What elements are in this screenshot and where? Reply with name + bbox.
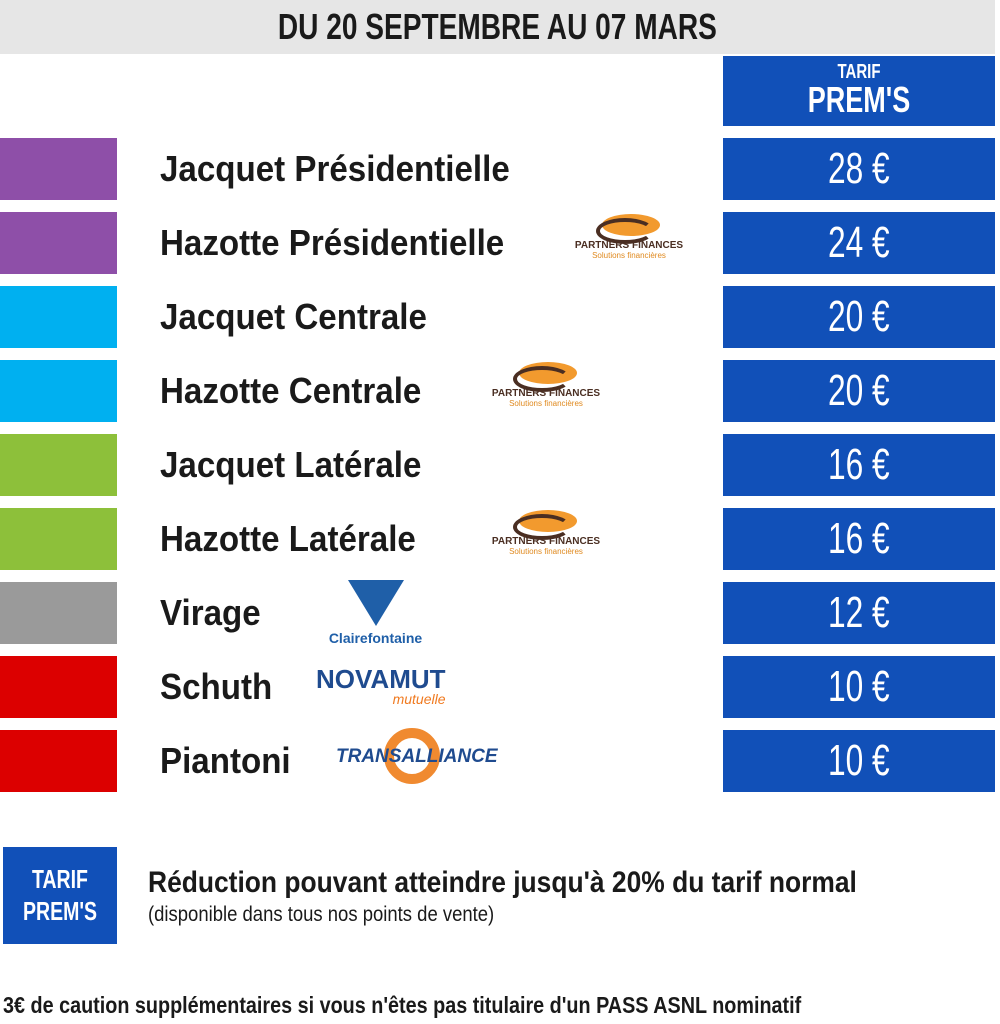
category-color-swatch <box>0 582 117 644</box>
legend-subtext: (disponible dans tous nos points de vent… <box>148 903 495 926</box>
tarif-prems-badge: TARIF PREM'S <box>3 847 117 944</box>
seat-area-name: Jacquet Présidentielle <box>160 148 510 189</box>
table-row: Jacquet Centrale 20 € <box>0 286 1000 348</box>
table-row: Jacquet Présidentielle 28 € <box>0 138 1000 200</box>
table-row: Piantoni TRANSALLIANCE 10 € <box>0 728 1000 792</box>
period-header: DU 20 SEPTEMBRE AU 07 MARS <box>0 0 995 54</box>
price-value: 16 € <box>828 440 890 489</box>
footer-note: 3€ de caution supplémentaires si vous n'… <box>3 992 802 1018</box>
tarif-prems-column-header: TARIF PREM'S <box>723 56 995 126</box>
price-cell: 10 € <box>723 730 995 792</box>
seat-area-name: Hazotte Centrale <box>160 370 422 411</box>
table-row: Jacquet Latérale 16 € <box>0 434 1000 496</box>
novamut-logo: NOVAMUT mutuelle <box>316 664 446 707</box>
category-color-swatch <box>0 138 117 200</box>
price-cell: 28 € <box>723 138 995 200</box>
category-color-swatch <box>0 434 117 496</box>
price-cell: 20 € <box>723 286 995 348</box>
price-cell: 20 € <box>723 360 995 422</box>
category-color-swatch <box>0 286 117 348</box>
price-value: 16 € <box>828 514 890 563</box>
price-value: 20 € <box>828 292 890 341</box>
clairefontaine-logo: Clairefontaine <box>318 580 433 646</box>
partners-finances-logo: PARTNERS FINANCES Solutions financières <box>487 508 605 556</box>
column-header-line1: TARIF <box>837 61 881 83</box>
price-value: 10 € <box>828 662 890 711</box>
price-value: 20 € <box>828 366 890 415</box>
table-row: Schuth NOVAMUT mutuelle 10 € <box>0 656 1000 718</box>
seat-area-name: Virage <box>160 592 261 633</box>
price-cell: 12 € <box>723 582 995 644</box>
badge-line1: TARIF <box>32 864 88 894</box>
price-cell: 16 € <box>723 434 995 496</box>
column-header-line2: PREM'S <box>807 79 911 120</box>
seat-area-name: Hazotte Présidentielle <box>160 222 505 263</box>
badge-line2: PREM'S <box>23 896 97 926</box>
price-value: 24 € <box>828 218 890 267</box>
price-cell: 16 € <box>723 508 995 570</box>
price-value: 28 € <box>828 144 890 193</box>
seat-area-name: Jacquet Latérale <box>160 444 422 485</box>
seat-area-name: Schuth <box>160 666 273 707</box>
seat-area-name: Jacquet Centrale <box>160 296 427 337</box>
partners-finances-logo: PARTNERS FINANCES Solutions financières <box>570 212 688 260</box>
seat-area-name: Piantoni <box>160 740 291 781</box>
category-color-swatch <box>0 508 117 570</box>
price-cell: 10 € <box>723 656 995 718</box>
table-row: Hazotte Latérale PARTNERS FINANCES Soluti… <box>0 508 1000 570</box>
seat-area-name: Hazotte Latérale <box>160 518 416 559</box>
category-color-swatch <box>0 730 117 792</box>
category-color-swatch <box>0 212 117 274</box>
price-value: 12 € <box>828 588 890 637</box>
table-row: Hazotte Présidentielle PARTNERS FINANCES… <box>0 212 1000 274</box>
price-cell: 24 € <box>723 212 995 274</box>
period-title: DU 20 SEPTEMBRE AU 07 MARS <box>278 6 717 47</box>
category-color-swatch <box>0 656 117 718</box>
price-value: 10 € <box>828 736 890 785</box>
partners-finances-logo: PARTNERS FINANCES Solutions financières <box>487 360 605 408</box>
table-row: Virage Clairefontaine 12 € <box>0 580 1000 646</box>
category-color-swatch <box>0 360 117 422</box>
table-row: Hazotte Centrale PARTNERS FINANCES Soluti… <box>0 360 1000 422</box>
transalliance-logo: TRANSALLIANCE <box>336 726 498 790</box>
legend-text: Réduction pouvant atteindre jusqu'à 20% … <box>148 866 857 899</box>
